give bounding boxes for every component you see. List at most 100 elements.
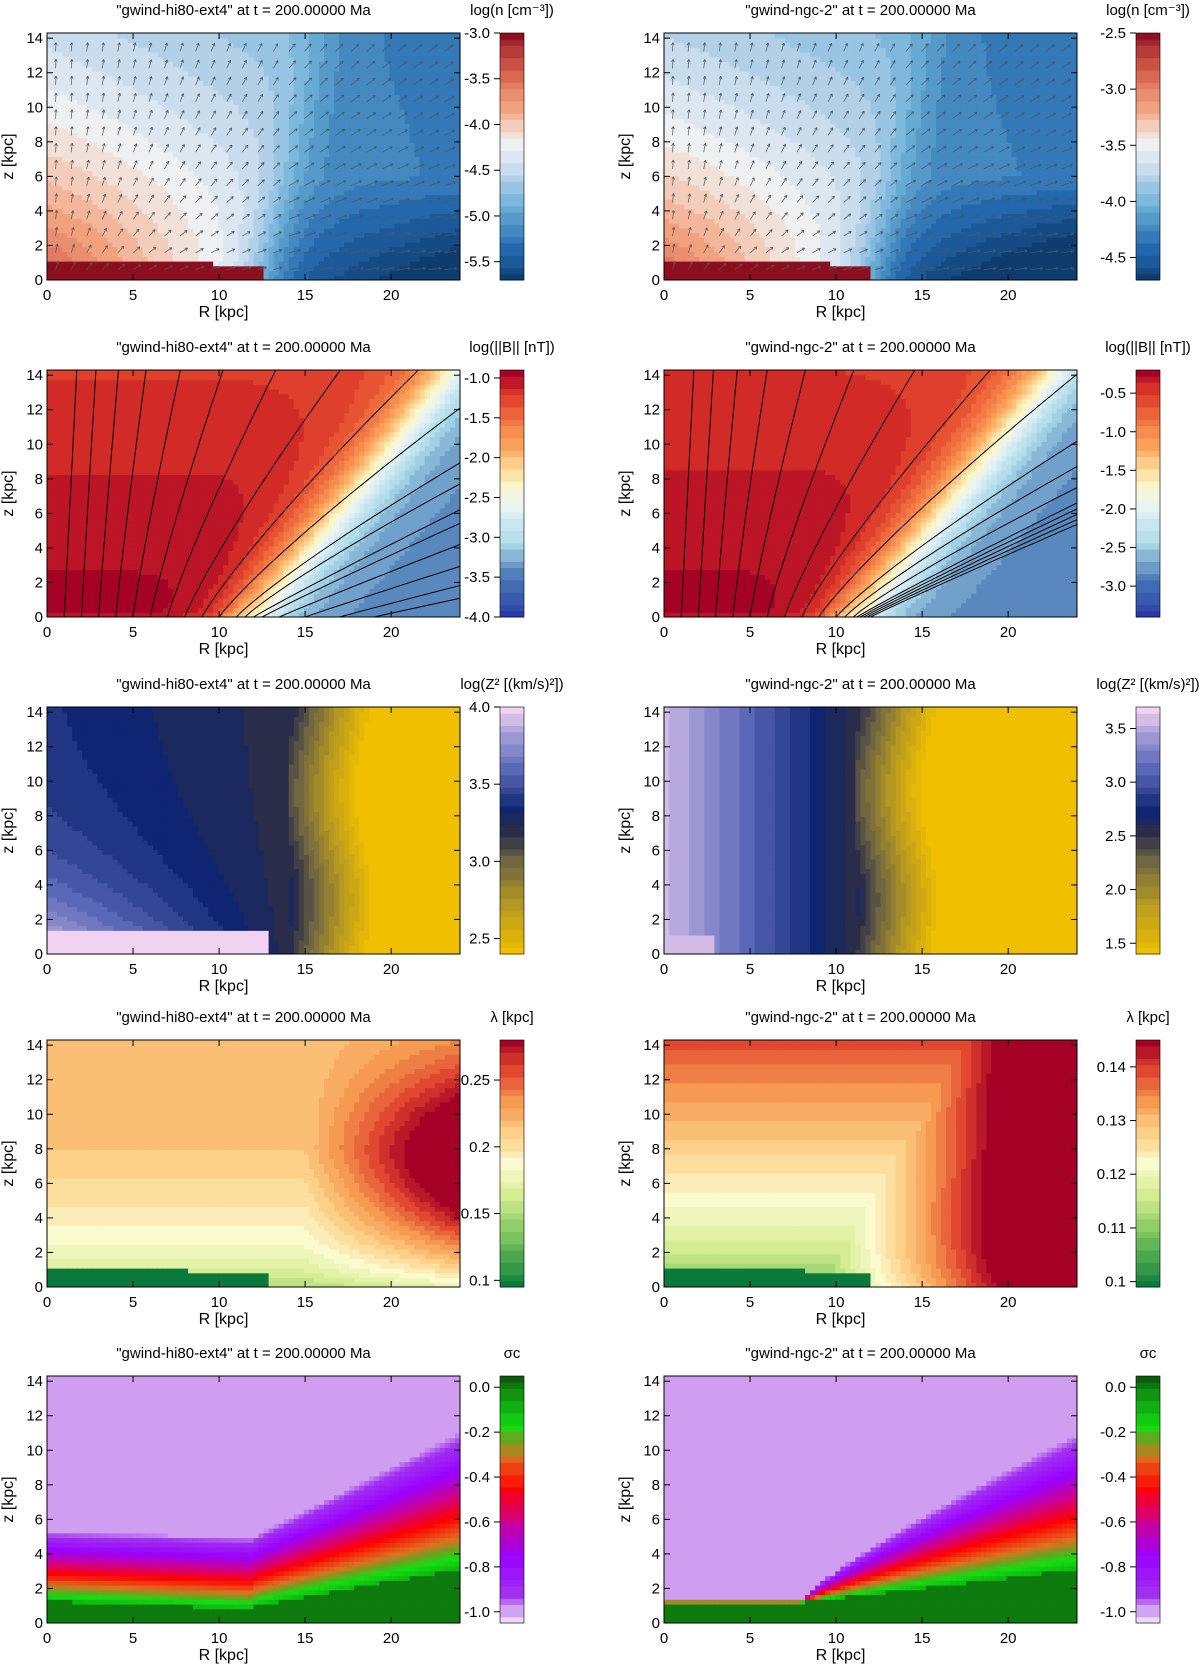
- field-cell: [238, 270, 245, 276]
- field-cell: [157, 142, 164, 148]
- velocity-arrow-head: [54, 143, 58, 147]
- field-cell: [308, 147, 315, 153]
- field-cell: [339, 156, 345, 162]
- velocity-arrow-head: [88, 244, 92, 248]
- field-cell: [399, 194, 406, 200]
- field-cell: [429, 242, 436, 248]
- field-cell: [208, 151, 214, 158]
- field-cell: [454, 204, 460, 210]
- field-cell: [127, 265, 134, 272]
- field-cell: [384, 132, 391, 139]
- field-cell: [203, 175, 209, 181]
- field-cell: [454, 275, 460, 280]
- field-cell: [278, 208, 285, 215]
- velocity-arrow: [164, 59, 168, 69]
- field-cell: [203, 199, 209, 205]
- field-cell: [172, 156, 179, 162]
- velocity-arrow-head: [212, 110, 216, 114]
- field-cell: [87, 170, 93, 177]
- velocity-arrow-head: [117, 42, 121, 46]
- velocity-arrow-head: [422, 249, 426, 253]
- field-cell: [329, 232, 335, 238]
- field-cell: [283, 189, 290, 196]
- field-cell: [313, 104, 320, 110]
- field-cell: [354, 194, 360, 200]
- field-cell: [384, 199, 391, 205]
- field-cell: [253, 166, 260, 172]
- field-cell: [92, 261, 98, 267]
- velocity-arrow: [335, 94, 345, 103]
- field-cell: [349, 270, 355, 276]
- velocity-arrow: [117, 93, 121, 102]
- velocity-arrow-head: [133, 76, 137, 80]
- velocity-arrow: [382, 215, 394, 220]
- field-cell: [308, 175, 315, 181]
- field-cell: [379, 275, 386, 280]
- field-cell: [147, 270, 154, 276]
- field-cell: [243, 113, 250, 120]
- field-cell: [147, 237, 154, 243]
- field-cell: [82, 42, 88, 48]
- field-cell: [92, 137, 98, 143]
- field-cell: [132, 166, 139, 172]
- field-cell: [318, 113, 325, 120]
- field-cell: [288, 265, 295, 272]
- field-cell: [399, 256, 406, 262]
- velocity-arrow-head: [374, 163, 378, 167]
- field-cell: [349, 113, 355, 120]
- field-cell: [374, 194, 381, 200]
- field-cell: [379, 223, 386, 229]
- velocity-arrow-head: [453, 232, 457, 236]
- field-cell: [329, 161, 335, 167]
- velocity-arrow-head: [277, 196, 281, 201]
- field-cell: [444, 194, 451, 200]
- field-cell: [273, 232, 280, 238]
- field-cell: [188, 99, 194, 105]
- velocity-arrow: [397, 267, 411, 270]
- field-cell: [112, 85, 119, 91]
- velocity-arrow: [70, 160, 73, 170]
- field-cell: [449, 80, 456, 86]
- velocity-arrow: [148, 143, 153, 153]
- field-cell: [47, 232, 53, 238]
- field-cell: [117, 242, 124, 248]
- field-cell: [172, 33, 179, 39]
- field-cell: [354, 104, 360, 110]
- field-cell: [208, 223, 214, 229]
- field-cell: [389, 251, 396, 257]
- field-cell: [258, 166, 265, 172]
- field-cell: [399, 246, 406, 253]
- field-cell: [334, 128, 340, 134]
- field-cell: [152, 161, 159, 167]
- field-cell: [137, 256, 144, 262]
- field-cell: [97, 175, 104, 181]
- field-cell: [213, 204, 219, 210]
- field-cell: [87, 218, 93, 224]
- field-cell: [293, 204, 300, 210]
- field-cell: [102, 75, 109, 82]
- field-cell: [157, 128, 164, 134]
- field-cell: [359, 199, 365, 205]
- field-cell: [57, 189, 63, 196]
- field-cell: [182, 237, 189, 243]
- velocity-arrow-head: [391, 232, 395, 236]
- field-cell: [379, 218, 386, 224]
- velocity-arrow-head: [133, 109, 137, 114]
- velocity-arrow: [148, 229, 156, 237]
- field-cell: [233, 71, 239, 77]
- field-cell: [142, 166, 149, 172]
- velocity-arrow: [288, 214, 300, 220]
- field-cell: [268, 199, 275, 205]
- field-cell: [293, 61, 300, 67]
- field-cell: [198, 185, 204, 191]
- field-cell: [97, 90, 104, 96]
- field-cell: [72, 213, 78, 219]
- velocity-arrow-head: [164, 76, 169, 80]
- field-cell: [62, 161, 68, 167]
- velocity-arrow-head: [85, 75, 90, 80]
- field-cell: [344, 113, 350, 120]
- field-cell: [233, 47, 239, 53]
- field-cell: [394, 175, 401, 181]
- field-cell: [162, 166, 169, 172]
- field-cell: [444, 256, 451, 262]
